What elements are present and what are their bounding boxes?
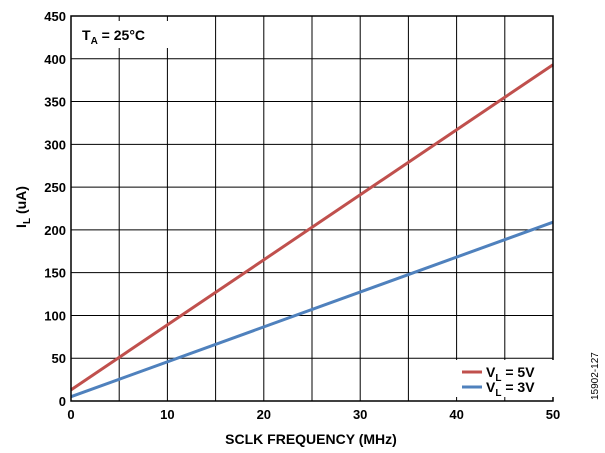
y-tick-label: 450 [44,9,66,24]
x-tick-label: 0 [67,407,74,422]
legend: VL = 5V VL = 3V [456,360,554,399]
y-axis-label: IL (uA) [13,186,33,228]
x-tick-label: 10 [160,407,174,422]
y-tick-label: 400 [44,52,66,67]
tick-labels: 0 10 20 30 40 50 0 50 100 150 200 250 300 350 400 450 [44,9,560,422]
svg-text:TA = 25°C: TA = 25°C [82,27,145,47]
annotation-box: TA = 25°C [75,21,168,48]
x-tick-label: 20 [257,407,271,422]
figure-id: 15902-127 [590,352,601,400]
grid [71,16,553,401]
x-axis-label: SCLK FREQUENCY (MHz) [225,431,397,447]
y-tick-label: 250 [44,180,66,195]
legend-label-5v: VL = 5V [486,364,535,384]
y-tick-label: 200 [44,223,66,238]
plot-frame [70,15,554,402]
series-line-1 [70,220,554,399]
x-tick-label: 30 [353,407,367,422]
y-tick-label: 150 [44,266,66,281]
y-tick-label: 300 [44,137,66,152]
y-tick-label: 350 [44,95,66,110]
x-tick-label: 50 [546,407,560,422]
x-tick-label: 40 [449,407,463,422]
series-line-0 [70,63,554,392]
y-tick-label: 50 [52,351,66,366]
series-layer [70,63,554,399]
y-tick-label: 0 [59,394,66,409]
y-tick-label: 100 [44,308,66,323]
legend-label-3v: VL = 3V [486,379,535,399]
